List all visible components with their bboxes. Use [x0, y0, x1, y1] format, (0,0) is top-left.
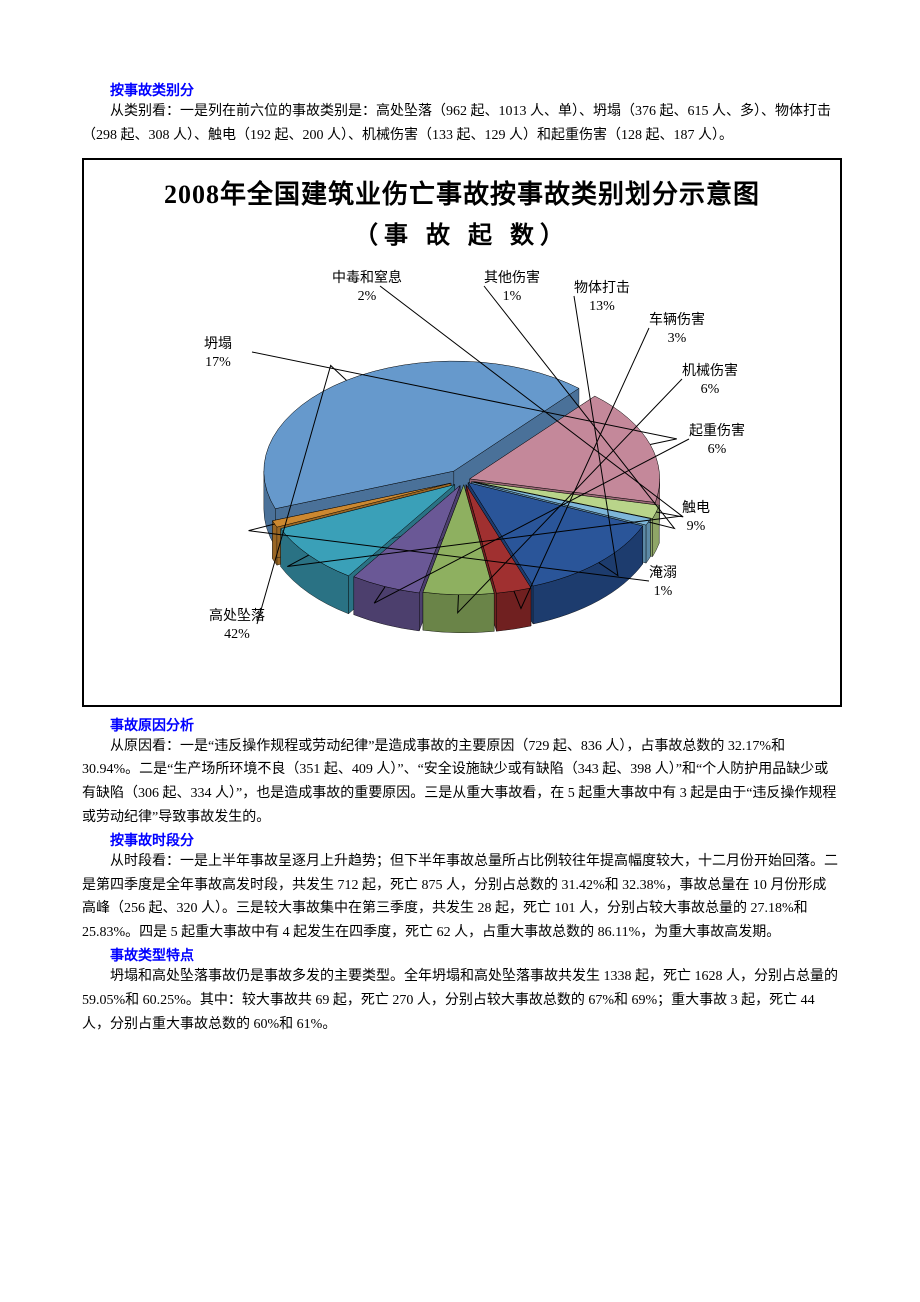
pie-chart: 高处坠落42% 坍塌17% 中毒和窒息2% 其他伤害1% 物体打击13% 车辆伤害3% 机械… [84, 250, 840, 670]
pie-slice-label: 坍塌17% [204, 336, 232, 372]
document-page: 按事故类别分 从类别看：一是列在前六位的事故类别是：高处坠落（962 起、101… [0, 0, 920, 1096]
pie-slice-label: 其他伤害1% [484, 270, 540, 306]
para-cause: 从原因看：一是“违反操作规程或劳动纪律”是造成事故的主要原因（729 起、836… [82, 735, 838, 830]
pie-slice-label: 机械伤害6% [682, 363, 738, 399]
pie-svg [84, 250, 840, 670]
section-heading-type: 事故类型特点 [82, 945, 838, 965]
section-heading-cause: 事故原因分析 [82, 715, 838, 735]
pie-slice-label: 车辆伤害3% [649, 312, 705, 348]
pie-slice-label: 起重伤害6% [689, 423, 745, 459]
chart-subtitle: （事 故 起 数） [84, 215, 840, 250]
pie-slice-label: 高处坠落42% [209, 608, 265, 644]
section-heading-category: 按事故类别分 [82, 80, 838, 100]
para-type: 坍塌和高处坠落事故仍是事故多发的主要类型。全年坍塌和高处坠落事故共发生 1338… [82, 965, 838, 1036]
chart-title: 2008年全国建筑业伤亡事故按事故类别划分示意图 [84, 174, 840, 211]
section-heading-period: 按事故时段分 [82, 830, 838, 850]
pie-slice-label: 中毒和窒息2% [332, 270, 402, 306]
pie-slice-label: 物体打击13% [574, 280, 630, 316]
pie-slice-label: 淹溺1% [649, 565, 677, 601]
para-category: 从类别看：一是列在前六位的事故类别是：高处坠落（962 起、1013 人、单）、… [82, 100, 838, 148]
pie-slice-label: 触电9% [682, 500, 710, 536]
pie-chart-container: 2008年全国建筑业伤亡事故按事故类别划分示意图 （事 故 起 数） 高处坠落4… [82, 158, 842, 707]
para-period: 从时段看：一是上半年事故呈逐月上升趋势；但下半年事故总量所占比例较往年提高幅度较… [82, 850, 838, 945]
